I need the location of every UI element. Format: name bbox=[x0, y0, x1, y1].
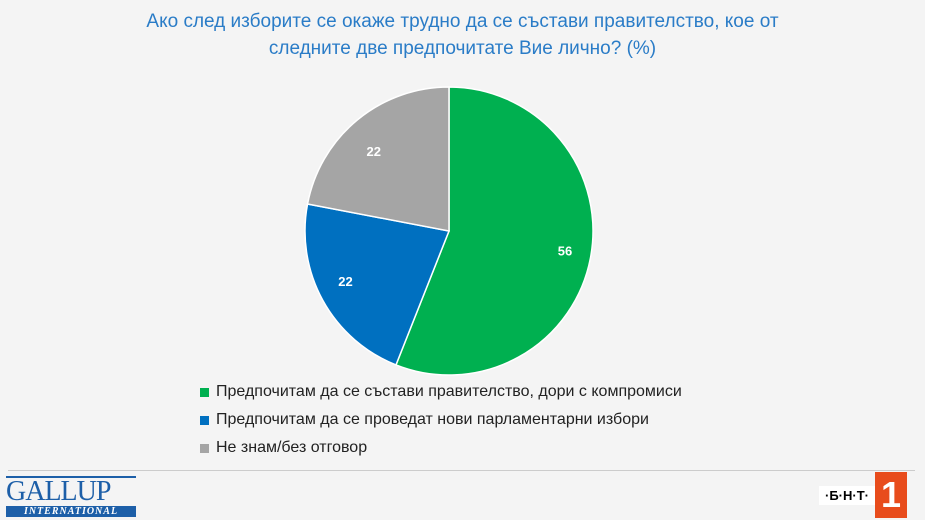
bnt-logo-number: 1 bbox=[875, 472, 907, 518]
legend: Предпочитам да се състави правителство, … bbox=[200, 378, 682, 462]
data-label: 22 bbox=[366, 144, 380, 159]
gallup-logo-sub: INTERNATIONAL bbox=[6, 506, 136, 517]
bnt-logo: ·Б·Н·Т· 1 bbox=[819, 472, 907, 518]
pie-chart: 56 22 22 bbox=[304, 86, 594, 376]
title-line-2: следните две предпочитате Вие лично? (%) bbox=[268, 38, 657, 59]
legend-label: Предпочитам да се състави правителство, … bbox=[216, 383, 682, 400]
gallup-logo: GALLUP INTERNATIONAL bbox=[6, 476, 136, 517]
gallup-logo-text: GALLUP bbox=[6, 476, 136, 506]
legend-swatch bbox=[200, 443, 209, 453]
pie-slice bbox=[306, 86, 450, 232]
legend-label: Предпочитам да се проведат нови парламен… bbox=[216, 411, 649, 428]
bnt-logo-text: ·Б·Н·Т· bbox=[819, 485, 875, 505]
pie-slice bbox=[395, 86, 594, 376]
legend-swatch bbox=[200, 415, 209, 425]
title-line-1: Ако след изборите се окаже трудно да се … bbox=[146, 11, 779, 32]
pie-slice bbox=[304, 203, 451, 366]
divider bbox=[8, 470, 915, 471]
chart-title: Ако след изборите се окаже трудно да се … bbox=[0, 8, 925, 62]
legend-item: Не знам/без отговор bbox=[200, 434, 682, 462]
data-label: 56 bbox=[558, 243, 572, 258]
legend-item: Предпочитам да се проведат нови парламен… bbox=[200, 406, 682, 434]
legend-swatch bbox=[200, 387, 209, 397]
legend-item: Предпочитам да се състави правителство, … bbox=[200, 378, 682, 406]
legend-label: Не знам/без отговор bbox=[216, 439, 368, 456]
data-label: 22 bbox=[338, 274, 352, 289]
